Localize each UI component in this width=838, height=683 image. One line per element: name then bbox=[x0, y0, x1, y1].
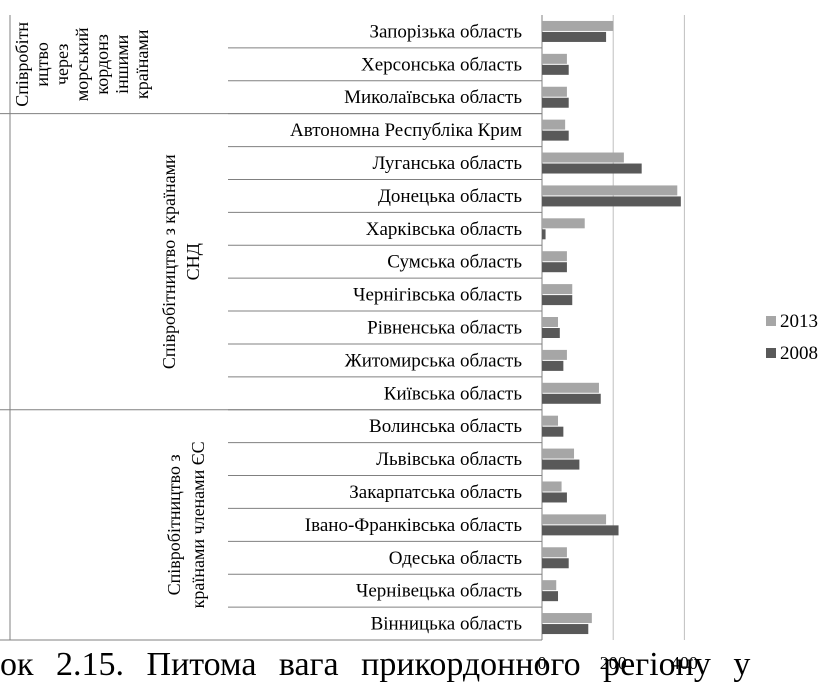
category-label: Запорізька область bbox=[370, 21, 523, 42]
figure-caption: ок 2.15. Питома вага прикордонного регіо… bbox=[0, 646, 751, 683]
bar-2008-9 bbox=[542, 328, 560, 338]
group-label-line: Співробітництво з bbox=[164, 454, 184, 595]
group-label-line: Співробітництво з країнами bbox=[159, 154, 179, 369]
bar-2008-13 bbox=[542, 459, 580, 470]
bar-2013-6 bbox=[542, 218, 585, 229]
bar-2013-14 bbox=[542, 481, 562, 492]
bar-2013-10 bbox=[542, 349, 567, 360]
category-label: Волинська область bbox=[369, 416, 522, 437]
bar-2013-2 bbox=[542, 86, 567, 97]
bar-2013-9 bbox=[542, 317, 559, 327]
x-tick-labels: 0 200 400 bbox=[538, 653, 698, 673]
category-label: Миколаївська область bbox=[344, 87, 522, 108]
bar-2008-18 bbox=[542, 624, 589, 635]
bar-2013-7 bbox=[542, 251, 567, 262]
legend-swatch-2013 bbox=[766, 316, 776, 326]
bar-2013-12 bbox=[542, 415, 559, 426]
category-label: Чернігівська область bbox=[353, 285, 522, 306]
group-label-0: Співробітн ицтво через морський кордонз іншим… bbox=[12, 22, 152, 107]
bar-2013-1 bbox=[542, 53, 567, 64]
bar-2008-7 bbox=[542, 262, 567, 273]
bar-2013-0 bbox=[542, 20, 614, 31]
bar-2013-16 bbox=[542, 547, 567, 558]
legend-label-2013: 2013 bbox=[780, 311, 818, 332]
group-label-line: країнами bbox=[132, 29, 152, 99]
bar-2008-5 bbox=[542, 196, 681, 207]
group-label-line: СНД bbox=[183, 243, 203, 280]
category-label: Донецька область bbox=[378, 186, 522, 207]
bar-2008-12 bbox=[542, 426, 564, 437]
group-label-line: Співробітн bbox=[12, 22, 32, 107]
group-label-1: Співробітництво з країнами СНД bbox=[159, 154, 203, 369]
bar-2008-4 bbox=[542, 163, 642, 174]
group-label-line: кордонз bbox=[92, 34, 112, 95]
bar-2013-3 bbox=[542, 119, 566, 130]
bar-2008-16 bbox=[542, 558, 569, 569]
bar-2013-17 bbox=[542, 580, 557, 591]
category-label: Вінницька область bbox=[371, 614, 523, 635]
bar-2008-6 bbox=[542, 229, 546, 240]
group-label-line: морський bbox=[72, 27, 92, 101]
category-label: Одеська область bbox=[389, 548, 523, 569]
bar-2013-5 bbox=[542, 185, 678, 196]
category-label: Рівненська область bbox=[367, 318, 522, 339]
category-label: Сумська область bbox=[387, 252, 522, 273]
category-label: Херсонська область bbox=[361, 54, 522, 75]
category-label: Івано-Франківська область bbox=[305, 515, 523, 536]
bar-2008-8 bbox=[542, 295, 573, 306]
category-label: Львівська область bbox=[376, 449, 522, 470]
legend-swatch-2008 bbox=[766, 348, 776, 358]
group-label-line: країнами членами ЄС bbox=[188, 441, 208, 608]
bar-2008-0 bbox=[542, 31, 607, 42]
bar-2008-17 bbox=[542, 591, 559, 602]
group-label-line: іншими bbox=[112, 34, 132, 94]
category-label: Чернівецька область bbox=[356, 581, 522, 602]
bar-2013-8 bbox=[542, 284, 573, 295]
bar-2008-1 bbox=[542, 64, 569, 75]
category-label: Автономна Республіка Крим bbox=[290, 120, 522, 141]
group-label-line: ицтво bbox=[32, 42, 52, 87]
group-labels: Співробітн ицтво через морський кордонз іншим… bbox=[12, 22, 208, 609]
gridlines bbox=[612, 15, 685, 640]
group-label-line: через bbox=[52, 44, 72, 85]
bar-2013-11 bbox=[542, 382, 599, 393]
x-tick-label: 400 bbox=[671, 653, 698, 673]
x-tick-label: 200 bbox=[600, 653, 627, 673]
legend: 2013 2008 bbox=[766, 311, 818, 364]
bar-2008-2 bbox=[542, 97, 569, 108]
category-label: Луганська область bbox=[372, 153, 522, 174]
bar-2008-15 bbox=[542, 525, 619, 536]
bar-2008-10 bbox=[542, 360, 564, 371]
category-label: Київська область bbox=[384, 383, 523, 404]
bar-2013-13 bbox=[542, 448, 575, 459]
bar-2013-4 bbox=[542, 152, 624, 163]
group-label-2: Співробітництво з країнами членами ЄС bbox=[164, 441, 208, 608]
x-tick-label: 0 bbox=[538, 653, 547, 673]
category-label: Житомирська область bbox=[345, 350, 523, 371]
bar-2008-3 bbox=[542, 130, 569, 141]
bar-2013-15 bbox=[542, 514, 607, 525]
bars bbox=[542, 20, 681, 635]
category-labels: Запорізька область Херсонська область Мико… bbox=[290, 21, 522, 634]
bar-2008-11 bbox=[542, 393, 601, 404]
category-label: Закарпатська область bbox=[349, 482, 522, 503]
chart-frame bbox=[0, 15, 543, 641]
category-label: Харківська область bbox=[366, 219, 523, 240]
bar-2008-14 bbox=[542, 492, 567, 503]
legend-label-2008: 2008 bbox=[780, 343, 818, 364]
bar-2013-18 bbox=[542, 613, 592, 624]
